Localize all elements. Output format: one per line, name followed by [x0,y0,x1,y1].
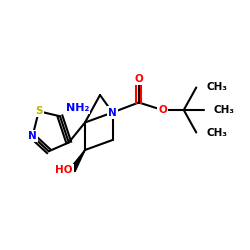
Text: S: S [35,106,42,116]
Text: N: N [108,108,117,118]
Polygon shape [70,150,85,172]
Text: NH₂: NH₂ [66,102,89,113]
Text: O: O [158,105,167,115]
Text: N: N [28,131,37,141]
Text: CH₃: CH₃ [206,128,227,138]
Text: CH₃: CH₃ [214,105,235,115]
Text: O: O [134,74,143,84]
Text: HO: HO [55,165,72,175]
Text: CH₃: CH₃ [206,82,227,92]
